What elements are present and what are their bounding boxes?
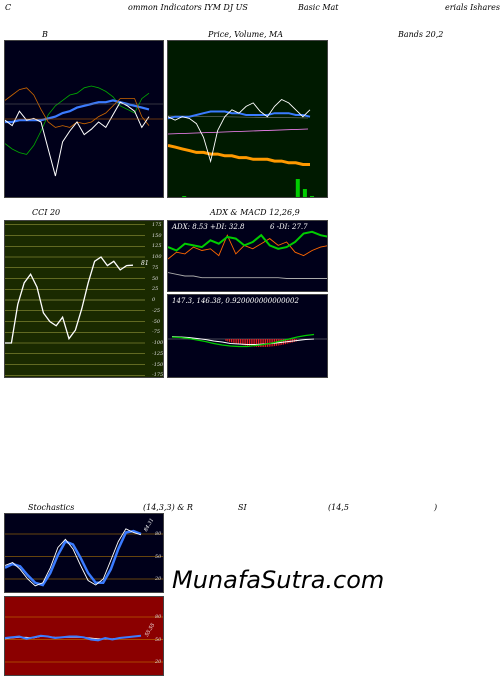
volume-bar <box>246 197 250 198</box>
rsi-params: (14,5 <box>328 503 349 512</box>
bb-price-line <box>5 101 150 177</box>
volume-bar <box>168 197 172 198</box>
adx-readout: ADX: 8.53 +DI: 32.8 <box>172 223 245 231</box>
cci-value: 81 <box>141 260 149 267</box>
cci-tick-label: -75 <box>152 329 161 336</box>
cci-title: CCI 20 <box>32 208 61 217</box>
cci-tick-label: 125 <box>152 243 162 250</box>
rsi-tick-label: 50 <box>155 636 162 643</box>
cci-tick-label: -50 <box>152 318 161 325</box>
stoch-title: Stochastics <box>28 503 75 512</box>
bollinger-panel <box>4 40 164 198</box>
rsi-tick-label: 20 <box>155 659 162 665</box>
volume-bar <box>295 179 300 197</box>
header-basic: Basic Mat <box>298 3 339 12</box>
cci-chart <box>5 224 145 376</box>
macd-chart <box>168 333 327 348</box>
cci-panel: 175 150 125 100 75 50 25 0 -25 -50 -75 -100 -125 -150… <box>4 220 164 378</box>
stoch-chart <box>5 528 163 587</box>
volume-bar <box>218 197 222 198</box>
macd-line <box>171 333 315 348</box>
stoch-tick-label: 50 <box>155 553 162 560</box>
adx-chart <box>168 230 327 279</box>
volume-bar <box>310 196 314 197</box>
volume-bar <box>239 197 243 198</box>
bands-title: Bands 20,2 <box>398 30 444 39</box>
volume-bar <box>189 197 193 198</box>
ma-short-line <box>168 110 311 120</box>
cci-tick-label: 175 <box>152 221 162 228</box>
macd-signal-line <box>171 336 315 345</box>
macd-readout: 147.3, 146.38, 0.920000000000002 <box>172 297 299 305</box>
price-panel <box>167 40 328 198</box>
cci-tick-label: -175 <box>152 372 164 378</box>
adx-line <box>168 272 327 279</box>
minus-di-line <box>168 234 327 260</box>
rsi-line <box>5 634 142 642</box>
volume-bar <box>204 197 208 198</box>
stoch-d-line <box>5 529 142 587</box>
cci-tick-label: 75 <box>152 264 159 271</box>
ma-long-line <box>168 143 310 166</box>
rsi-close-paren: ) <box>434 503 438 512</box>
volume-bar <box>196 197 200 198</box>
bb-middle-line <box>5 99 150 124</box>
bands-b-label: B <box>42 30 48 39</box>
volume-bar <box>232 197 236 198</box>
price-line <box>168 98 311 164</box>
volume-bar <box>267 197 271 198</box>
volume-bar <box>302 189 307 197</box>
cci-tick-label: -125 <box>152 350 164 357</box>
cci-tick-label: -100 <box>152 340 164 346</box>
cci-tick-label: 50 <box>152 275 159 282</box>
plus-di-line <box>168 230 327 252</box>
rsi-tick-label: 80 <box>155 614 162 620</box>
cci-line <box>5 256 134 344</box>
volume-bar <box>182 196 187 197</box>
adx-minus-di: 6 -DI: 27.7 <box>270 223 308 231</box>
ma-pink-line <box>168 128 309 135</box>
stoch-k-line <box>5 528 142 587</box>
rsi-si-label: SI <box>238 503 247 512</box>
macd-panel: 147.3, 146.38, 0.920000000000002 <box>167 294 328 378</box>
price-chart <box>168 98 314 198</box>
header-title: ommon Indicators IYM DJ US <box>128 3 248 12</box>
cci-tick-label: 0 <box>152 297 156 303</box>
header-materials: erials Ishares Et <box>445 3 500 12</box>
stoch-tick-label: 20 <box>155 576 162 582</box>
volume-bar <box>253 197 257 198</box>
volume-bar <box>260 197 264 198</box>
adx-panel: ADX: 8.53 +DI: 32.8 6 -DI: 27.7 <box>167 220 328 292</box>
watermark: MunafaSutra.com <box>172 566 385 594</box>
bollinger-chart <box>5 85 163 177</box>
cci-tick-label: 25 <box>152 286 159 293</box>
cci-tick-label: -25 <box>152 307 161 314</box>
volume-bar <box>211 197 215 198</box>
stoch-panel: 80 50 20 84.31 <box>4 513 164 593</box>
rsi-panel: 80 50 20 55.55 <box>4 596 164 676</box>
bb-upper-line <box>5 85 150 155</box>
volume-bar <box>282 197 286 198</box>
volume-bar <box>289 197 293 198</box>
cci-tick-label: 100 <box>152 254 162 260</box>
adx-title: ADX & MACD 12,26,9 <box>210 208 300 217</box>
cci-tick-label: -150 <box>152 361 164 368</box>
header-c: C <box>5 3 12 12</box>
volume-bar <box>175 197 179 198</box>
rsi-chart <box>5 616 163 663</box>
volume-bar <box>225 197 229 198</box>
volume-bar <box>275 197 279 198</box>
price-title: Price, Volume, MA <box>208 30 284 39</box>
cci-tick-label: 150 <box>152 232 162 239</box>
stoch-params: (14,3,3) & R <box>143 503 193 512</box>
stoch-tick-label: 80 <box>155 531 162 537</box>
